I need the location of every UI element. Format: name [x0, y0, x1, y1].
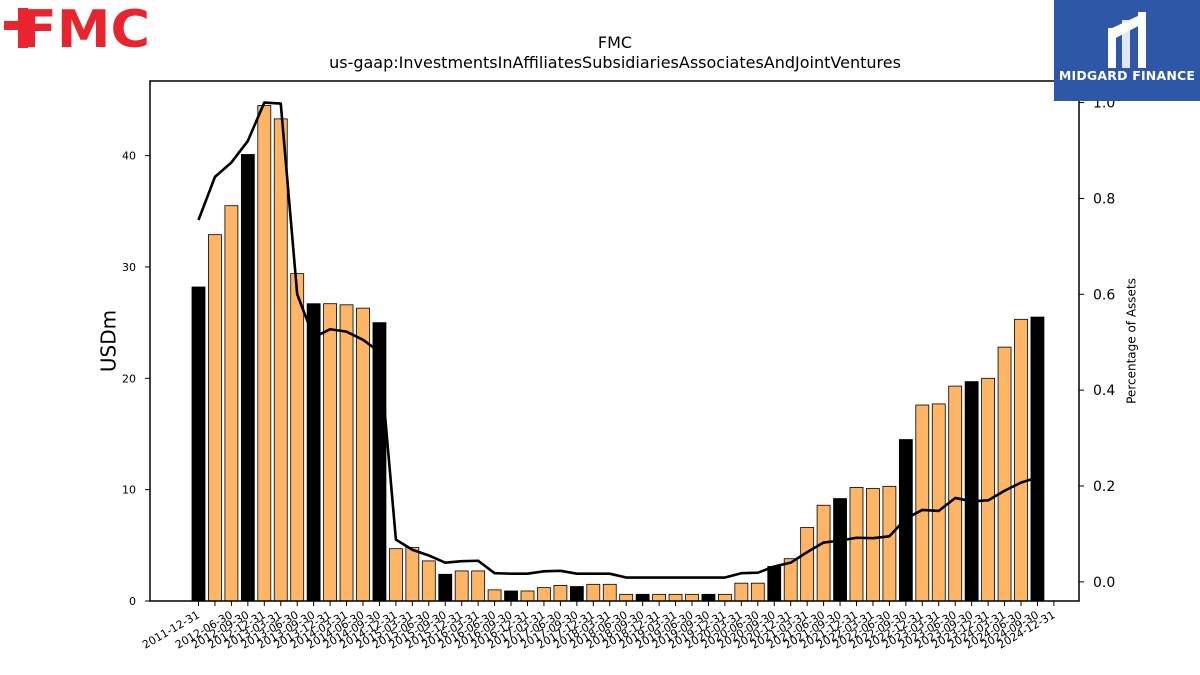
bar	[257, 105, 272, 602]
bar	[356, 307, 370, 602]
bar	[997, 346, 1012, 602]
bar	[668, 593, 683, 602]
bar	[767, 566, 782, 602]
bar	[652, 593, 666, 602]
y-axis-label: USDm	[97, 310, 121, 372]
percentage-line-series	[197, 101, 1038, 579]
bar	[981, 377, 995, 602]
bar	[866, 488, 880, 602]
midgard-logo-icon	[1108, 12, 1146, 68]
bar	[323, 303, 338, 602]
bar	[273, 118, 288, 602]
fmc-logo: FMC	[4, 0, 154, 60]
bar	[915, 404, 930, 602]
fmc-logo-text: FMC	[20, 2, 150, 52]
bar	[388, 548, 403, 602]
bar	[405, 547, 420, 602]
bar	[471, 570, 486, 602]
bar	[964, 381, 979, 602]
bar	[948, 385, 963, 602]
bar	[553, 585, 568, 602]
midgard-logo-text: MIDGARD FINANCE	[1058, 68, 1196, 83]
y2-tick-label: 0.0	[1093, 575, 1115, 591]
y2-tick-label: 0.4	[1093, 383, 1115, 399]
chart-title: FMC	[598, 33, 632, 52]
bar	[208, 234, 222, 602]
y-tick-label: 0	[129, 595, 136, 608]
bar	[421, 560, 436, 602]
y-axis: 0 10 20 30 40	[122, 150, 150, 608]
bar	[569, 586, 584, 602]
bar	[520, 590, 535, 602]
bar	[224, 205, 239, 602]
bar	[718, 593, 732, 602]
bar	[191, 286, 206, 602]
bar	[537, 587, 551, 602]
bar	[602, 583, 617, 602]
y-tick-label: 10	[122, 484, 136, 497]
y2-axis-label: Percentage of Assets	[1125, 278, 1139, 404]
bar	[701, 593, 716, 602]
bar	[240, 154, 255, 602]
bar	[1014, 318, 1028, 602]
bar	[849, 487, 864, 602]
bar-series	[191, 105, 1045, 602]
x-axis: 2011-12-312012-06-302012-09-302012-12-31…	[140, 601, 1057, 652]
y2-tick-label: 0.8	[1093, 191, 1115, 207]
bar	[931, 403, 946, 602]
fmc-logo-icon: FMC	[4, 0, 150, 60]
bar	[438, 573, 453, 602]
bar	[1030, 316, 1045, 602]
bar	[454, 570, 469, 602]
bar	[635, 593, 650, 602]
y-tick-label: 40	[122, 150, 136, 163]
bar	[833, 498, 847, 602]
percentage-line	[197, 101, 1038, 579]
bar	[339, 304, 354, 602]
bar	[685, 593, 699, 602]
y-tick-label: 30	[122, 261, 136, 274]
y2-tick-label: 0.2	[1093, 479, 1115, 495]
chart-subtitle: us-gaap:InvestmentsInAffiliatesSubsidiar…	[329, 53, 901, 72]
bar	[290, 273, 305, 602]
bar	[306, 303, 321, 602]
bar	[487, 589, 502, 602]
y2-tick-label: 0.6	[1093, 287, 1115, 303]
midgard-finance-logo: MIDGARD FINANCE	[1054, 0, 1200, 101]
bar	[750, 582, 765, 602]
plot-frame	[149, 80, 1080, 602]
bar	[816, 504, 831, 602]
bar	[882, 485, 897, 602]
bar	[800, 527, 815, 602]
bar	[734, 582, 749, 602]
y2-axis: 0.00.20.40.60.81.0	[1079, 96, 1115, 591]
bar	[619, 593, 634, 602]
bar	[504, 590, 518, 602]
y-tick-label: 20	[122, 372, 136, 385]
bar	[586, 583, 601, 602]
